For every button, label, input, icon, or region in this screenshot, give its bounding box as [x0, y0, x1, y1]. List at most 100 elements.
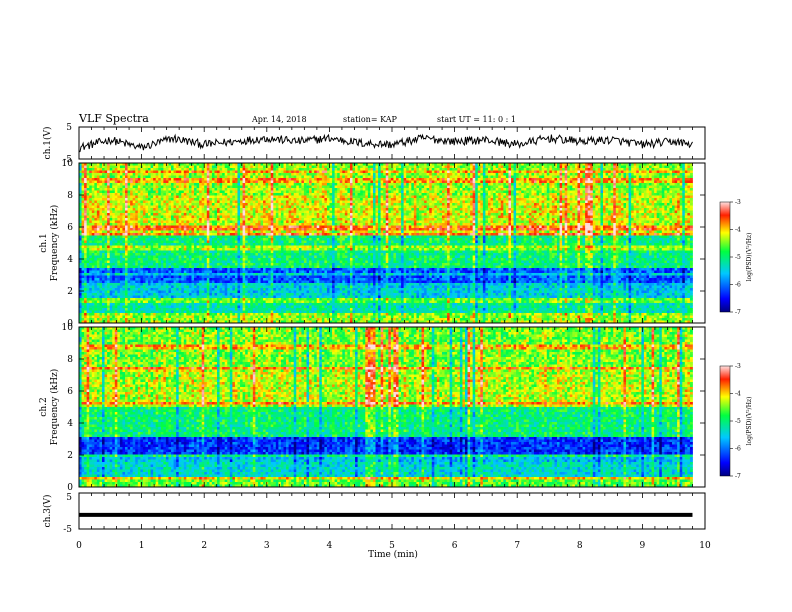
spectrogram-cell — [350, 198, 353, 201]
spectrogram-cell — [404, 198, 407, 201]
spectrogram-cell — [143, 176, 146, 179]
spectrogram-cell — [355, 186, 358, 189]
spectrogram-cell — [439, 171, 442, 174]
spectrogram-cell — [266, 186, 269, 189]
spectrogram-cell — [473, 206, 476, 209]
spectrogram-cell — [575, 186, 578, 189]
spectrogram-cell — [526, 201, 529, 204]
spectrogram-cell — [135, 213, 138, 216]
spectrogram-cell — [260, 173, 263, 176]
spectrogram-cell — [583, 186, 586, 189]
spectrogram-cell — [105, 191, 108, 194]
spectrogram-cell — [133, 198, 136, 201]
spectrogram-cell — [567, 181, 570, 184]
spectrogram-cell — [468, 176, 471, 179]
spectrogram-cell — [304, 208, 307, 211]
spectrogram-cell — [652, 176, 655, 179]
spectrogram-cell — [220, 206, 223, 209]
spectrogram-cell — [460, 171, 463, 174]
spectrogram-cell — [365, 183, 368, 186]
spectrogram-cell — [345, 203, 348, 206]
spectrogram-cell — [664, 193, 667, 196]
spectrogram-cell — [237, 213, 240, 216]
spectrogram-cell — [682, 191, 685, 194]
spectrogram-cell — [176, 186, 179, 189]
spectrogram-cell — [621, 188, 624, 191]
spectrogram-cell — [644, 186, 647, 189]
spectrogram-cell — [258, 178, 261, 181]
spectrogram-cell — [595, 196, 598, 199]
spectrogram-cell — [485, 206, 488, 209]
spectrogram-cell — [393, 203, 396, 206]
spectrogram-cell — [227, 183, 230, 186]
spectrogram-cell — [465, 186, 468, 189]
spectrogram-cell — [145, 186, 148, 189]
spectrogram-cell — [243, 193, 246, 196]
spectrogram-cell — [450, 188, 453, 191]
spectrogram-cell — [138, 176, 141, 179]
spectrogram-cell — [174, 176, 177, 179]
spectrogram-cell — [470, 191, 473, 194]
spectrogram-cell — [130, 206, 133, 209]
spectrogram-cell — [649, 171, 652, 174]
spectrogram-cell — [133, 183, 136, 186]
spectrogram-cell — [335, 166, 338, 169]
spectrogram-cell — [217, 173, 220, 176]
spectrogram-cell — [330, 166, 333, 169]
spectrogram-cell — [682, 183, 685, 186]
spectrogram-cell — [281, 173, 284, 176]
spectrogram-cell — [580, 186, 583, 189]
spectrogram-cell — [230, 198, 233, 201]
spectrogram-cell — [529, 193, 532, 196]
spectrogram-cell — [629, 203, 632, 206]
spectrogram-cell — [125, 166, 128, 169]
spectrogram-cell — [416, 178, 419, 181]
spectrogram-cell — [299, 178, 302, 181]
spectrogram-cell — [140, 188, 143, 191]
spectrogram-cell — [537, 193, 540, 196]
spectrogram-cell — [161, 211, 164, 214]
spectrogram-cell — [245, 211, 248, 214]
spectrogram-cell — [580, 208, 583, 211]
spectrogram-cell — [514, 206, 517, 209]
spectrogram-cell — [281, 211, 284, 214]
spectrogram-cell — [562, 181, 565, 184]
spectrogram-cell — [163, 196, 166, 199]
spectrogram-cell — [337, 196, 340, 199]
spectrogram-cell — [557, 186, 560, 189]
spectrogram-cell — [514, 183, 517, 186]
spectrogram-cell — [207, 206, 210, 209]
spectrogram-cell — [406, 196, 409, 199]
spectrogram-cell — [263, 188, 266, 191]
spectrogram-cell — [376, 193, 379, 196]
spectrogram-cell — [585, 206, 588, 209]
spectrogram-cell — [220, 188, 223, 191]
spectrogram-cell — [549, 188, 552, 191]
spectrogram-cell — [506, 211, 509, 214]
spectrogram-cell — [516, 183, 519, 186]
spectrogram-cell — [529, 208, 532, 211]
spectrogram-cell — [276, 201, 279, 204]
spectrogram-cell — [117, 171, 120, 174]
spectrogram-cell — [337, 168, 340, 171]
spectrogram-cell — [179, 211, 182, 214]
spectrogram-cell — [291, 171, 294, 174]
spectrogram-cell — [232, 193, 235, 196]
spectrogram-cell — [429, 181, 432, 184]
spectrogram-cell — [501, 206, 504, 209]
spectrogram-cell — [547, 171, 550, 174]
spectrogram-cell — [199, 201, 202, 204]
spectrogram-cell — [209, 166, 212, 169]
spectrogram-cell — [649, 168, 652, 171]
spectrogram-cell — [299, 168, 302, 171]
spectrogram-cell — [94, 193, 97, 196]
spectrogram-cell — [672, 198, 675, 201]
spectrogram-cell — [332, 183, 335, 186]
spectrogram-cell — [636, 196, 639, 199]
spectrogram-cell — [618, 191, 621, 194]
spectrogram-cell — [84, 196, 87, 199]
spectrogram-cell — [534, 171, 537, 174]
spectrogram-cell — [122, 208, 125, 211]
spectrogram-cell — [409, 176, 412, 179]
spectrogram-cell — [168, 186, 171, 189]
